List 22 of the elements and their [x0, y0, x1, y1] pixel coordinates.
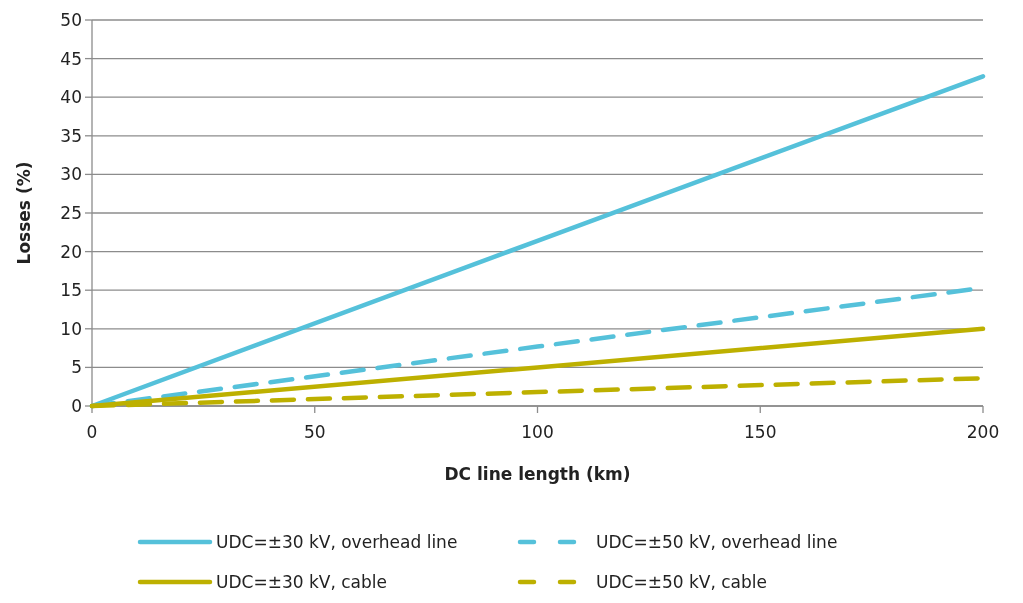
- x-tick-label: 150: [744, 422, 777, 442]
- x-tick-label: 0: [86, 422, 98, 442]
- x-tick-label: 100: [521, 422, 554, 442]
- y-tick-label: 20: [60, 241, 82, 262]
- legend-label: UDC=±30 kV, cable: [216, 571, 387, 592]
- y-tick-label: 45: [60, 48, 82, 69]
- y-tick-label: 5: [71, 357, 82, 378]
- legend-label: UDC=±30 kV, overhead line: [216, 531, 458, 552]
- y-tick-label: 30: [60, 164, 82, 185]
- y-tick-label: 0: [71, 395, 82, 416]
- x-tick-label: 50: [303, 422, 326, 442]
- y-axis-title: Losses (%): [14, 161, 34, 265]
- y-tick-label: 40: [60, 87, 82, 108]
- x-tick-label: 200: [966, 422, 1000, 442]
- x-axis-title: DC line length (km): [444, 464, 631, 484]
- y-tick-label: 35: [60, 125, 82, 146]
- y-tick-label: 10: [60, 318, 82, 339]
- y-tick-label: 25: [60, 202, 82, 223]
- y-tick-label: 50: [60, 9, 82, 30]
- y-tick-label: 15: [60, 280, 82, 301]
- legend-label: UDC=±50 kV, cable: [596, 571, 767, 592]
- legend-label: UDC=±50 kV, overhead line: [596, 531, 838, 552]
